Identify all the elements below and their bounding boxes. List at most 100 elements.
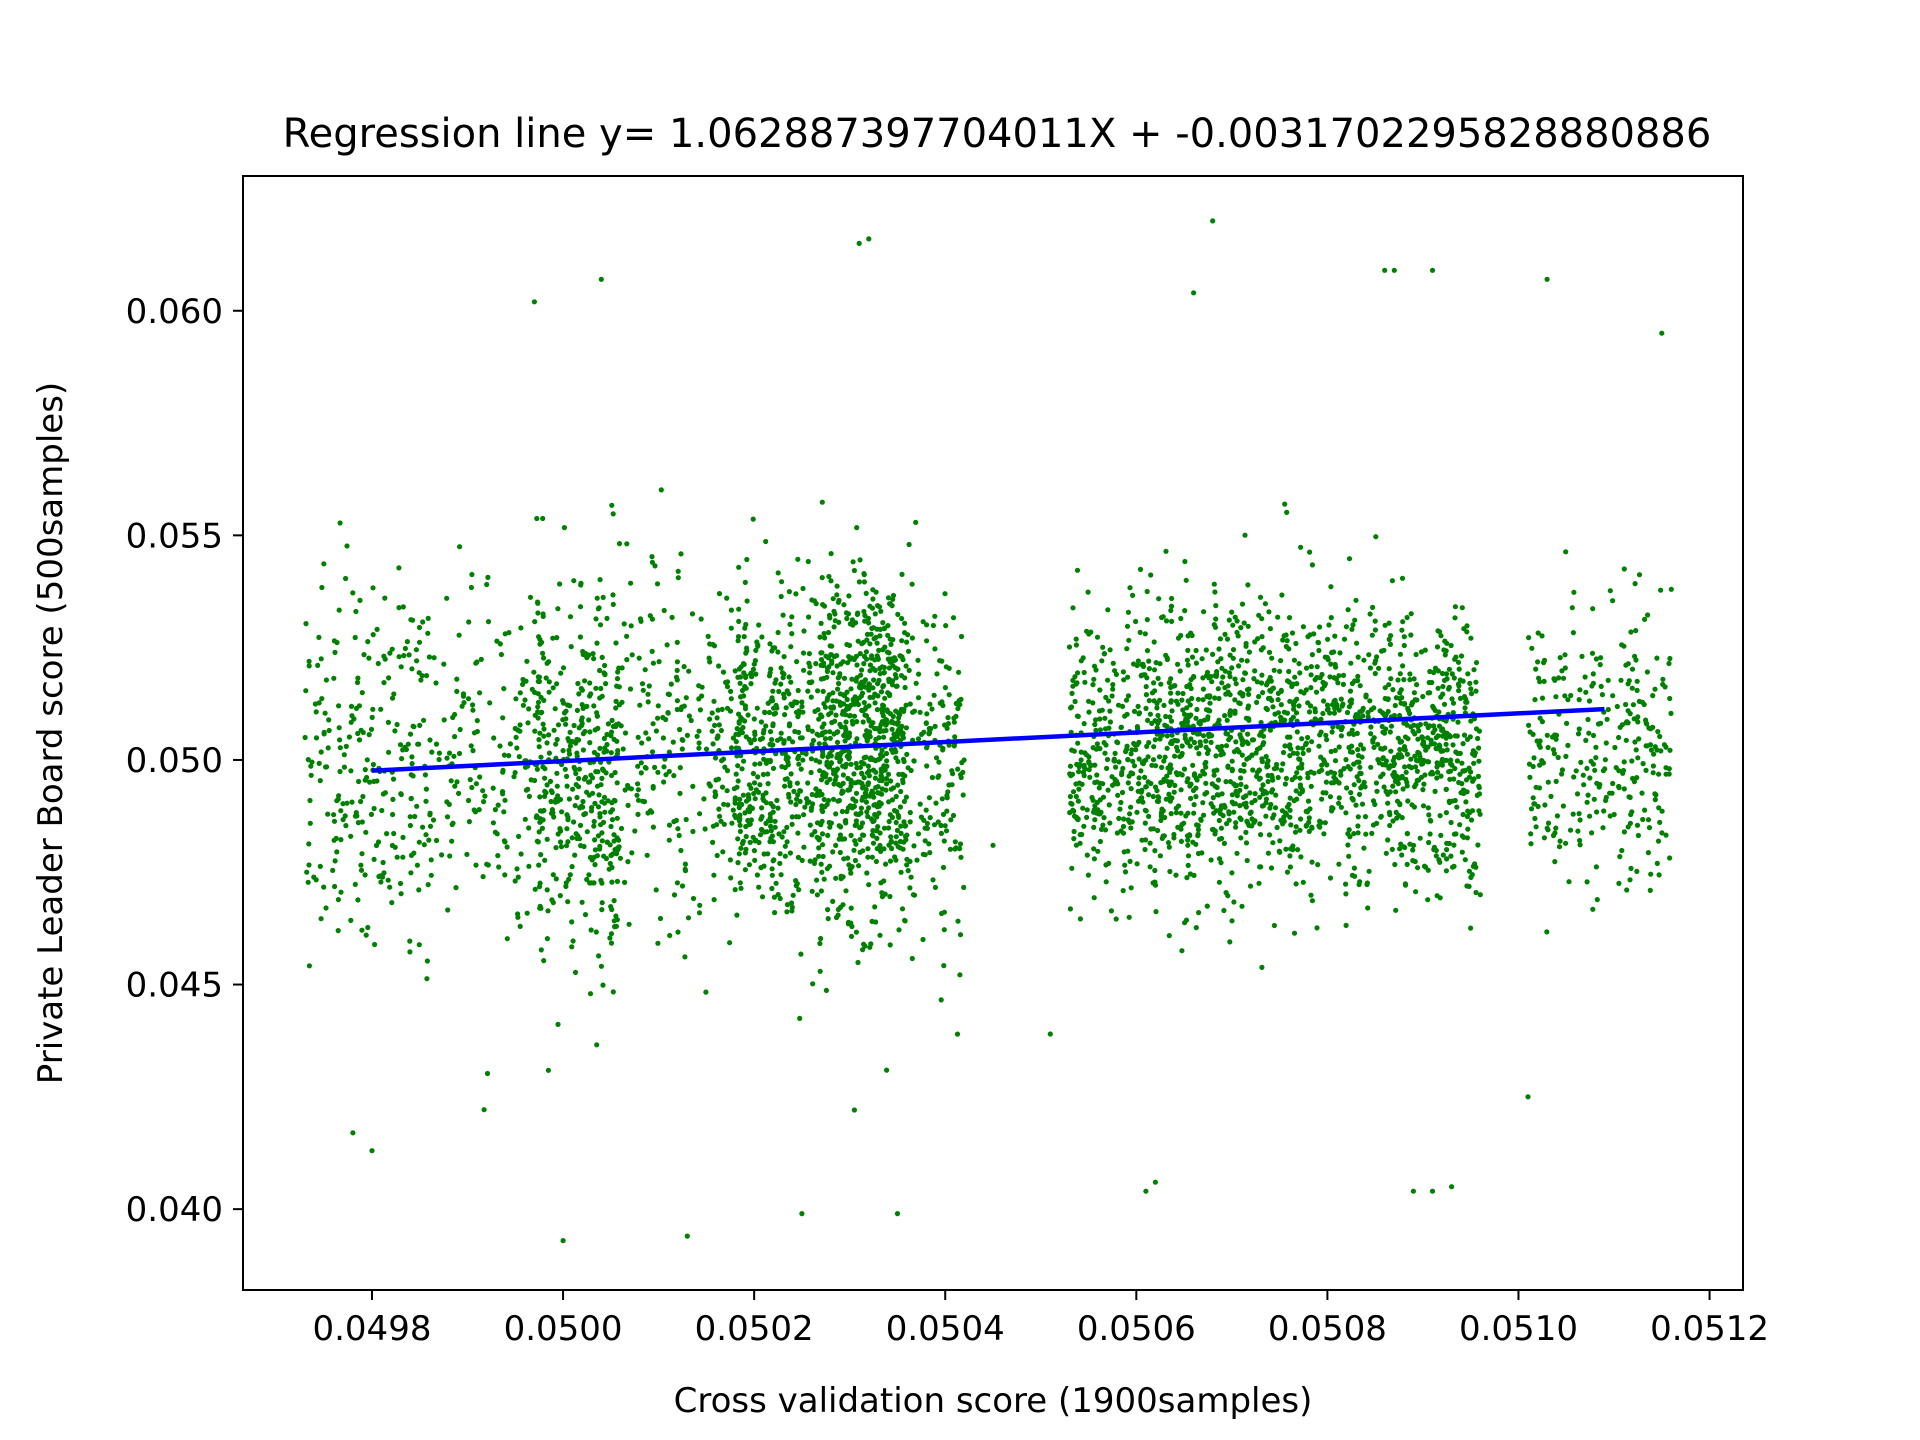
scatter-point xyxy=(701,796,707,802)
scatter-point xyxy=(1562,693,1568,699)
scatter-point xyxy=(535,709,541,715)
scatter-point xyxy=(942,591,948,597)
scatter-point xyxy=(397,880,404,887)
scatter-point xyxy=(836,823,842,829)
scatter-point xyxy=(608,931,615,937)
scatter-point xyxy=(843,761,849,768)
scatter-point xyxy=(765,818,772,824)
scatter-point xyxy=(1577,817,1583,823)
scatter-point xyxy=(763,723,769,729)
scatter-point xyxy=(1146,813,1152,820)
scatter-point xyxy=(1397,746,1403,753)
scatter-point xyxy=(845,660,851,666)
scatter-point xyxy=(1308,783,1314,790)
scatter-point xyxy=(1468,925,1474,931)
scatter-point xyxy=(1143,684,1149,690)
scatter-point xyxy=(498,651,504,658)
scatter-point xyxy=(1309,562,1315,568)
scatter-point xyxy=(681,664,687,670)
scatter-point xyxy=(1231,809,1237,815)
scatter-point xyxy=(926,731,932,737)
scatter-point xyxy=(772,824,778,830)
scatter-point xyxy=(1131,708,1138,715)
scatter-point xyxy=(1471,776,1477,782)
scatter-point xyxy=(1625,708,1631,714)
scatter-point xyxy=(575,680,581,687)
scatter-point xyxy=(1084,807,1090,813)
scatter-point xyxy=(733,814,739,821)
scatter-point xyxy=(806,799,812,805)
scatter-point xyxy=(1097,838,1103,845)
scatter-point xyxy=(824,866,831,872)
scatter-point xyxy=(1446,686,1452,692)
scatter-point xyxy=(1414,697,1420,703)
scatter-point xyxy=(1082,679,1088,685)
scatter-point xyxy=(540,650,546,656)
scatter-point xyxy=(356,703,362,709)
scatter-point xyxy=(830,704,837,710)
scatter-point xyxy=(317,863,323,870)
scatter-point xyxy=(1106,698,1112,704)
scatter-point xyxy=(1658,587,1664,593)
scatter-point xyxy=(1457,750,1463,757)
scatter-point xyxy=(859,780,865,787)
scatter-point xyxy=(855,959,861,966)
scatter-point xyxy=(515,874,521,880)
scatter-point xyxy=(587,740,593,746)
scatter-point xyxy=(1454,804,1460,810)
scatter-point xyxy=(830,670,836,676)
scatter-point xyxy=(588,808,595,814)
scatter-point xyxy=(854,662,860,668)
scatter-point xyxy=(680,737,686,743)
scatter-point xyxy=(837,691,844,697)
scatter-point xyxy=(1107,647,1113,653)
scatter-point xyxy=(675,929,681,935)
chart-title: Regression line y= 1.062887397704011X + … xyxy=(283,111,1712,157)
scatter-point xyxy=(1296,703,1302,709)
scatter-point xyxy=(748,740,754,746)
scatter-point xyxy=(1648,871,1654,877)
scatter-point xyxy=(402,645,408,652)
scatter-point xyxy=(939,699,945,705)
scatter-point xyxy=(586,779,592,785)
scatter-point xyxy=(1112,668,1118,674)
scatter-point xyxy=(1238,767,1244,774)
scatter-point xyxy=(881,734,887,740)
scatter-point xyxy=(779,579,785,585)
scatter-point xyxy=(343,575,349,582)
scatter-point xyxy=(1299,761,1305,767)
scatter-point xyxy=(1124,743,1130,749)
scatter-point xyxy=(1268,865,1275,871)
scatter-point xyxy=(1666,771,1672,777)
scatter-point xyxy=(649,749,656,755)
scatter-point xyxy=(550,635,556,641)
scatter-point xyxy=(610,601,616,608)
scatter-point xyxy=(746,782,753,788)
scatter-point xyxy=(1390,818,1396,824)
scatter-point xyxy=(1530,795,1536,801)
scatter-point xyxy=(1154,725,1160,731)
scatter-point xyxy=(1443,741,1449,747)
scatter-point xyxy=(1305,775,1311,781)
scatter-point xyxy=(534,515,540,522)
scatter-point xyxy=(1316,647,1322,654)
scatter-point xyxy=(1583,689,1589,695)
scatter-point xyxy=(1553,732,1560,739)
scatter-point xyxy=(1196,751,1202,757)
scatter-point xyxy=(931,692,937,698)
scatter-point xyxy=(1420,693,1426,700)
scatter-point xyxy=(1331,780,1337,786)
scatter-point xyxy=(1172,683,1178,689)
scatter-point xyxy=(1095,848,1101,854)
scatter-point xyxy=(613,698,619,705)
scatter-point xyxy=(840,772,847,778)
scatter-point xyxy=(1562,665,1568,671)
scatter-point xyxy=(1306,747,1312,753)
scatter-point xyxy=(1404,861,1410,868)
scatter-point xyxy=(553,741,559,747)
scatter-point xyxy=(1350,796,1356,802)
scatter-point xyxy=(1218,835,1225,842)
scatter-point xyxy=(920,619,926,625)
scatter-point xyxy=(1648,747,1654,753)
scatter-point xyxy=(719,758,725,764)
